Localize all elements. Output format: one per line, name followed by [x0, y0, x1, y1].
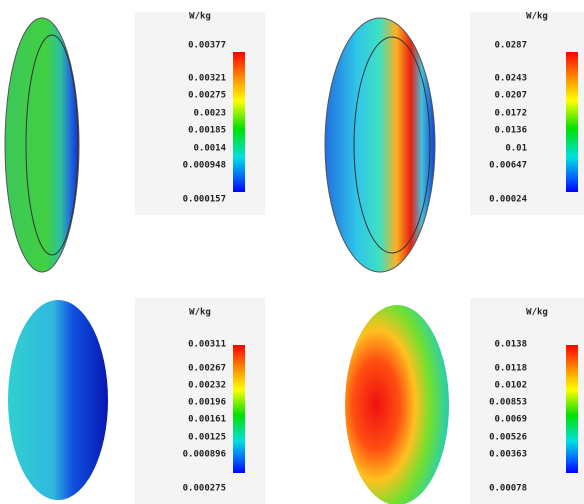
- phantom: [8, 300, 108, 500]
- color-bar-label: 0.0138: [494, 340, 527, 350]
- color-bar: [233, 52, 245, 192]
- figure: W/kg 0.00377 0.00321 0.00275 0.0023 0.00185 0.…: [0, 0, 584, 504]
- color-bar-label: 0.00125: [188, 433, 226, 443]
- color-bar-label: 0.0287: [494, 41, 527, 51]
- color-bar-label: 0.00647: [489, 161, 527, 171]
- color-bar-label: 0.0118: [494, 364, 527, 374]
- color-bar-label: 0.00526: [489, 433, 527, 443]
- color-bar-label: 0.00232: [188, 381, 226, 391]
- color-bar-label: 0.0243: [494, 74, 527, 84]
- color-bar-label: 0.0023: [193, 109, 226, 119]
- color-bar-label: 0.000896: [183, 450, 226, 460]
- color-bar-label: 0.000157: [183, 195, 226, 205]
- color-bar: [566, 345, 578, 473]
- color-bar-label: 0.00267: [188, 364, 226, 374]
- color-bar-label: 0.01: [505, 144, 527, 154]
- color-bar: [566, 52, 578, 192]
- color-bar-label: 0.000275: [183, 484, 226, 494]
- unit-label: W/kg: [526, 308, 548, 318]
- color-bar-label: 0.00363: [489, 450, 527, 460]
- color-bar-label: 0.00024: [489, 195, 528, 205]
- phantom: [5, 18, 79, 272]
- color-bar-label: 0.0102: [494, 381, 527, 391]
- color-bar-label: 0.0069: [494, 415, 527, 425]
- color-bar-label: 0.00377: [188, 41, 226, 51]
- color-bar-label: 0.00161: [188, 415, 226, 425]
- color-bar-label: 0.000948: [183, 161, 226, 171]
- phantom: [345, 305, 449, 504]
- color-bar-label: 0.00185: [188, 126, 226, 136]
- color-bar-label: 0.00311: [188, 340, 226, 350]
- unit-label: W/kg: [526, 12, 548, 22]
- color-bar-label: 0.00275: [188, 91, 226, 101]
- phantom: [325, 18, 435, 272]
- color-bar-label: 0.0172: [494, 109, 527, 119]
- color-bar-label: 0.00321: [188, 74, 226, 84]
- color-bar: [233, 345, 245, 473]
- color-bar-label: 0.00853: [489, 398, 527, 408]
- unit-label: W/kg: [189, 308, 211, 318]
- color-bar-label: 0.0136: [494, 126, 527, 136]
- color-bar-label: 0.0207: [494, 91, 527, 101]
- color-bar-label: 0.0014: [193, 144, 226, 154]
- unit-label: W/kg: [189, 12, 211, 22]
- color-bar-label: 0.00078: [489, 484, 527, 494]
- color-bar-label: 0.00196: [188, 398, 226, 408]
